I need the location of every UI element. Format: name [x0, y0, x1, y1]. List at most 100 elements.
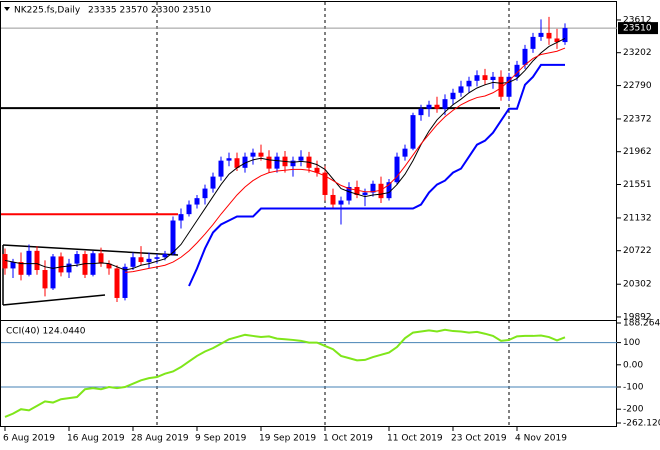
candle-body: [418, 108, 424, 116]
candle-body: [154, 257, 160, 259]
moving-average: [188, 63, 565, 287]
candle-body: [498, 76, 504, 97]
x-tick-label: 6 Aug 2019: [3, 434, 55, 444]
x-tick-label: 1 Oct 2019: [323, 434, 373, 444]
candle-body: [394, 156, 400, 183]
y-tick-label: -200: [623, 405, 644, 415]
candle-body: [450, 92, 456, 100]
y-tick-label: 19892: [623, 312, 652, 322]
candle-body: [474, 75, 480, 81]
x-tick-label: 16 Aug 2019: [67, 434, 125, 444]
candle-body: [58, 256, 64, 273]
candle-body: [50, 256, 56, 289]
candle-body: [258, 152, 264, 157]
candle-body: [10, 262, 16, 269]
indicator-title: CCI(40) 124.0440: [6, 327, 86, 337]
candle-body: [106, 263, 112, 269]
candle-body: [338, 200, 344, 205]
y-tick-label: 23612: [623, 15, 652, 25]
candle-body: [210, 176, 216, 189]
candle-body: [458, 86, 464, 93]
candle-body: [554, 38, 560, 43]
y-tick-label: 20302: [623, 280, 652, 290]
x-tick-label: 9 Sep 2019: [195, 434, 247, 444]
candle-body: [490, 76, 496, 81]
candle-body: [170, 220, 176, 255]
x-tick-label: 11 Oct 2019: [387, 434, 443, 444]
candle-body: [274, 156, 280, 169]
candle-body: [66, 263, 72, 273]
x-tick-label: 19 Sep 2019: [259, 434, 316, 444]
candle-body: [506, 76, 512, 97]
candle-body: [442, 99, 448, 109]
candle-body: [186, 204, 192, 215]
candle-body: [538, 32, 544, 37]
candle-body: [202, 188, 208, 199]
candle-body: [562, 28, 568, 43]
candle-body: [514, 64, 520, 77]
candle-body: [346, 186, 352, 201]
y-tick-label: 188.2646: [623, 319, 660, 329]
candle-body: [122, 266, 128, 298]
candle-body: [250, 152, 256, 157]
candle-body: [146, 258, 152, 263]
candle-body: [218, 160, 224, 177]
moving-average: [124, 47, 566, 273]
trendline: [2, 294, 106, 306]
candle-body: [226, 158, 232, 161]
candle-body: [386, 182, 392, 199]
y-tick-label: 0.00: [623, 360, 643, 370]
last-price-label: 23510: [623, 24, 652, 34]
candle-body: [362, 192, 368, 195]
y-tick-label: -262.120: [623, 419, 660, 429]
candle-body: [242, 156, 248, 168]
y-tick-label: 23202: [623, 48, 652, 58]
candle-body: [26, 250, 32, 275]
y-tick-label: 21132: [623, 213, 652, 223]
candle-body: [98, 253, 104, 264]
candle-body: [266, 156, 272, 169]
candle-body: [522, 48, 528, 65]
candle-body: [82, 254, 88, 275]
candle-body: [314, 167, 320, 173]
candle-body: [194, 198, 200, 205]
candle-body: [378, 183, 384, 199]
menu-arrow[interactable]: [4, 7, 10, 11]
candle-body: [130, 257, 136, 267]
candle-body: [74, 254, 80, 264]
y-tick-label: 21962: [623, 147, 652, 157]
y-tick-label: 100: [623, 338, 640, 348]
last-price-box: [618, 22, 658, 35]
x-tick-label: 23 Oct 2019: [451, 434, 507, 444]
x-tick-label: 4 Nov 2019: [515, 434, 567, 444]
candle-body: [290, 160, 296, 167]
moving-average: [4, 38, 566, 271]
y-tick-label: 21551: [623, 180, 652, 190]
candle-body: [18, 262, 24, 275]
candle-body: [2, 254, 8, 269]
candle-body: [466, 80, 472, 87]
candle-body: [546, 32, 552, 39]
y-tick-label: -100: [623, 383, 644, 393]
candle-body: [178, 214, 184, 221]
chart-title: NK225.fs,Daily: [14, 6, 81, 16]
ohlc-label: 23335 23570 23300 23510: [88, 6, 211, 16]
candle-body: [330, 194, 336, 205]
candle-body: [370, 183, 376, 193]
candle-body: [426, 104, 432, 109]
candle-body: [162, 254, 168, 258]
cci-line: [4, 328, 566, 418]
candle-body: [114, 268, 120, 298]
candle-body: [410, 115, 416, 149]
y-tick-label: 22790: [623, 81, 652, 91]
y-tick-label: 22372: [623, 114, 652, 124]
candle-body: [42, 270, 48, 289]
candle-body: [34, 250, 40, 271]
y-tick-label: 20722: [623, 246, 652, 256]
candle-body: [402, 148, 408, 157]
x-tick-label: 28 Aug 2019: [131, 434, 189, 444]
candle-body: [138, 257, 144, 263]
candle-body: [434, 104, 440, 109]
